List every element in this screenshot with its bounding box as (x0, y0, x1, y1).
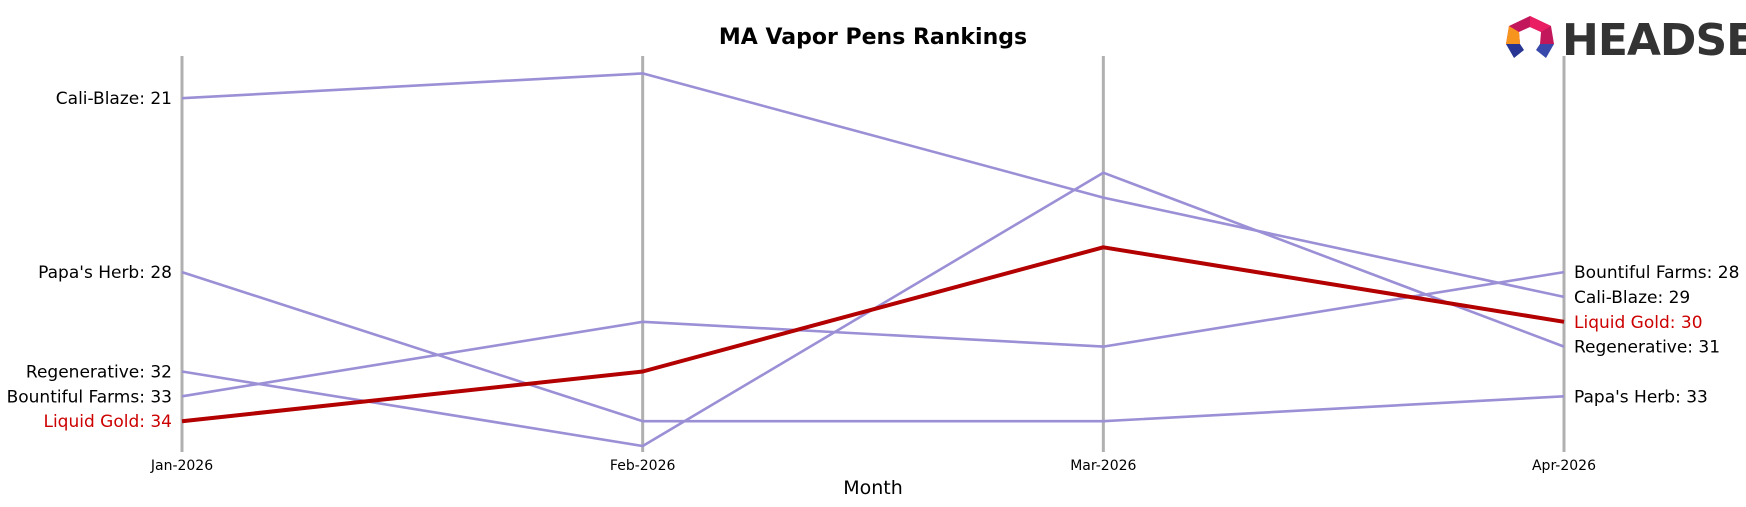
headset-logo-mark-icon (1506, 16, 1554, 58)
series-line-papa-s-herb (181, 270, 1565, 423)
start-label-liquid-gold: Liquid Gold: 34 (43, 412, 172, 432)
series-lines (181, 72, 1565, 448)
end-label-regenerative: Regenerative: 31 (1574, 338, 1720, 358)
start-label-cali-blaze: Cali-Blaze: 21 (56, 89, 172, 109)
x-axis-label: Month (843, 477, 903, 499)
end-label-cali-blaze: Cali-Blaze: 29 (1574, 288, 1690, 308)
series-line-bountiful-farms (181, 270, 1565, 398)
series-line-cali-blaze (181, 72, 1565, 299)
start-label-regenerative: Regenerative: 32 (26, 362, 172, 382)
month-gridlines (180, 56, 1566, 452)
x-tick-mar-2026: Mar-2026 (1070, 458, 1136, 474)
x-tick-jan-2026: Jan-2026 (150, 458, 213, 474)
start-labels: Cali-Blaze: 21 Papa's Herb: 28 Regenerativ… (7, 89, 172, 432)
x-tick-labels: Jan-2026 Feb-2026 Mar-2026 Apr-2026 (150, 458, 1596, 474)
end-label-bountiful-farms: Bountiful Farms: 28 (1574, 263, 1739, 283)
start-label-bountiful-farms: Bountiful Farms: 33 (7, 387, 172, 407)
series-line-liquid-gold (181, 245, 1565, 424)
x-tick-feb-2026: Feb-2026 (610, 458, 676, 474)
headset-logo-text: HEADSET (1562, 15, 1746, 66)
x-tick-apr-2026: Apr-2026 (1532, 458, 1596, 474)
end-label-liquid-gold: Liquid Gold: 30 (1574, 313, 1703, 333)
chart-title: MA Vapor Pens Rankings (719, 25, 1027, 50)
end-label-papa-s-herb: Papa's Herb: 33 (1574, 387, 1708, 407)
end-labels: Bountiful Farms: 28 Cali-Blaze: 29 Liquid … (1574, 263, 1739, 407)
headset-logo: HEADSET (1506, 15, 1746, 66)
start-label-papa-s-herb: Papa's Herb: 28 (38, 263, 172, 283)
